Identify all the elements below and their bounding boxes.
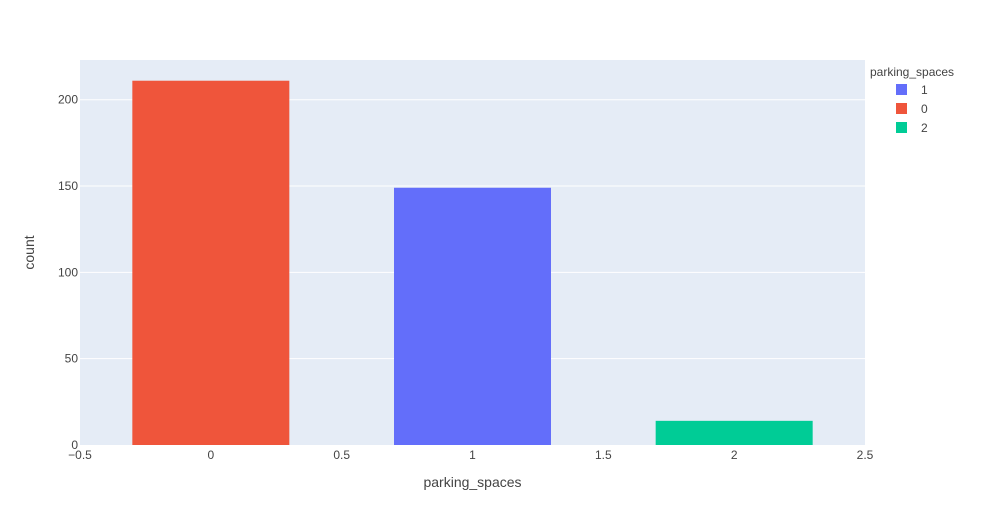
legend-swatch-2 — [896, 122, 907, 133]
y-tick-label: 200 — [58, 93, 78, 107]
bar-1 — [394, 187, 551, 445]
bars — [132, 80, 813, 445]
bar-2 — [655, 420, 813, 445]
legend-swatch-1 — [896, 84, 907, 95]
x-tick-label: 1 — [469, 448, 476, 462]
x-tick-label: −0.5 — [68, 448, 92, 462]
y-tick-label: 50 — [65, 352, 79, 366]
legend-label-1: 1 — [921, 83, 928, 97]
y-tick-label: 0 — [71, 438, 78, 452]
y-axis-title: count — [21, 235, 37, 269]
legend-swatch-0 — [896, 103, 907, 114]
y-tick-label: 100 — [58, 265, 78, 279]
x-axis-title: parking_spaces — [423, 474, 521, 490]
x-tick-label: 1.5 — [595, 448, 612, 462]
x-tick-label: 2 — [731, 448, 738, 462]
x-axis-ticks: −0.5 0 0.5 1 1.5 2 2.5 — [68, 448, 874, 462]
bar-0 — [132, 80, 290, 445]
legend: parking_spaces 1 0 2 — [870, 65, 954, 135]
y-tick-label: 150 — [58, 179, 78, 193]
y-axis-ticks: 0 50 100 150 200 — [58, 93, 78, 452]
legend-label-2: 2 — [921, 121, 928, 135]
x-tick-label: 0 — [207, 448, 214, 462]
legend-title: parking_spaces — [870, 65, 954, 79]
x-tick-label: 0.5 — [333, 448, 350, 462]
x-tick-label: 2.5 — [857, 448, 874, 462]
legend-label-0: 0 — [921, 102, 928, 116]
